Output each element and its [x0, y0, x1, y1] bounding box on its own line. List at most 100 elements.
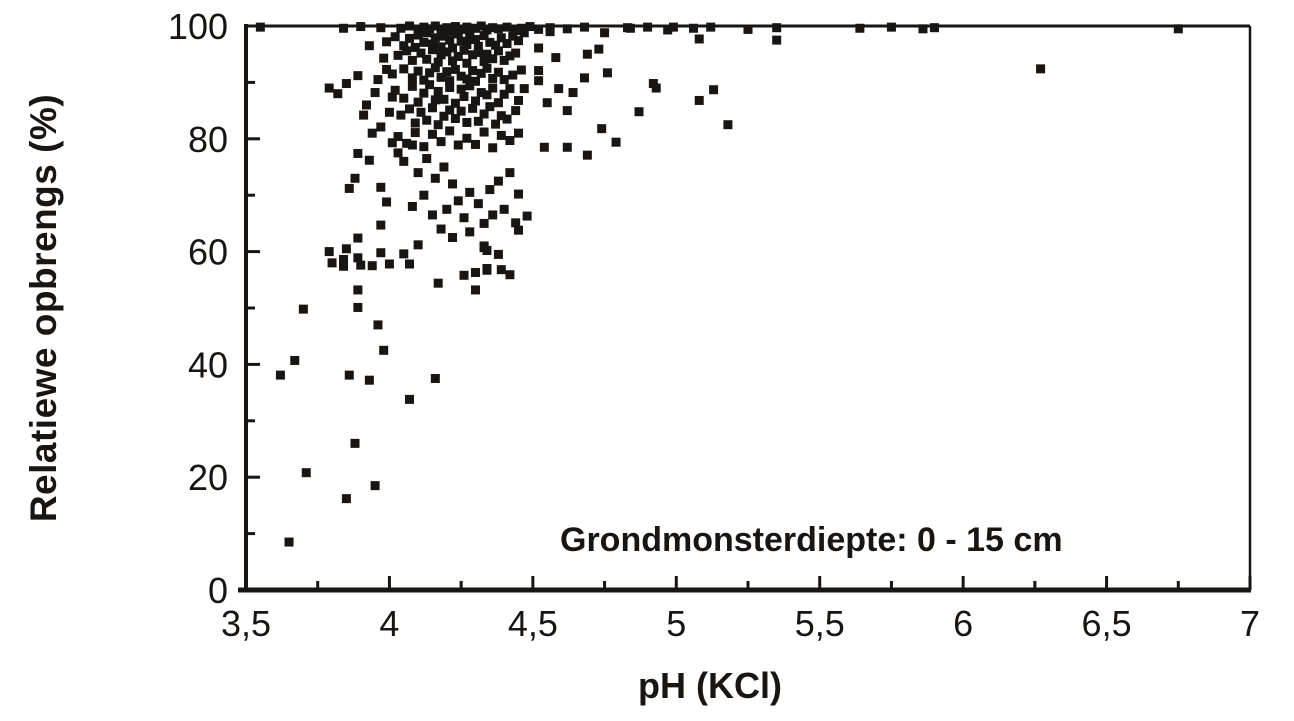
data-point	[407, 201, 417, 211]
data-point	[419, 37, 429, 47]
data-point	[407, 81, 417, 91]
data-point	[539, 142, 549, 152]
data-point	[534, 66, 544, 76]
data-point	[419, 142, 429, 152]
data-point	[465, 26, 475, 36]
data-point	[361, 100, 371, 110]
data-point	[448, 233, 458, 242]
data-point	[450, 98, 460, 108]
data-point	[436, 72, 446, 82]
data-point	[353, 233, 363, 243]
x-tick-label: 7	[1240, 603, 1260, 644]
x-tick-label: 4,5	[508, 603, 558, 644]
data-point	[301, 468, 311, 478]
y-tick-label: 0	[208, 570, 228, 611]
data-point	[416, 107, 426, 117]
data-point	[459, 92, 469, 101]
y-tick-label: 40	[188, 344, 228, 385]
data-point	[479, 127, 489, 137]
x-tick-label: 3,5	[221, 603, 271, 644]
data-point	[723, 120, 733, 130]
data-point	[709, 85, 719, 95]
data-point	[439, 111, 449, 121]
data-point	[663, 25, 673, 35]
data-point	[470, 96, 480, 106]
data-point	[405, 259, 415, 269]
data-point	[422, 28, 432, 38]
data-point	[353, 71, 363, 81]
data-point	[491, 40, 501, 50]
data-point	[514, 36, 524, 46]
data-point	[491, 119, 501, 129]
data-point	[470, 139, 480, 149]
data-point	[479, 109, 489, 119]
data-point	[493, 46, 503, 56]
data-point	[427, 210, 437, 220]
data-point	[364, 41, 374, 51]
data-point	[399, 93, 409, 103]
data-point	[448, 56, 458, 66]
data-point	[413, 97, 423, 107]
data-point	[505, 135, 515, 145]
data-point	[482, 25, 492, 35]
data-point	[419, 88, 429, 98]
data-point	[450, 64, 460, 74]
data-point	[413, 240, 423, 250]
data-point	[298, 304, 308, 314]
data-point	[462, 74, 472, 84]
data-point	[456, 106, 466, 116]
data-point	[410, 118, 420, 128]
data-point	[511, 26, 521, 36]
data-point	[499, 89, 509, 99]
data-point	[356, 260, 366, 270]
data-point	[496, 33, 506, 43]
data-point	[534, 76, 544, 86]
data-point	[855, 23, 865, 33]
data-point	[390, 85, 400, 95]
data-point	[462, 133, 472, 143]
data-point	[430, 374, 440, 383]
data-point	[430, 173, 440, 183]
data-point	[445, 82, 455, 92]
data-point	[439, 94, 449, 104]
data-point	[405, 33, 415, 43]
data-point	[482, 90, 492, 100]
data-point	[373, 320, 383, 330]
data-point	[359, 110, 369, 120]
data-point	[514, 225, 524, 235]
data-point	[341, 79, 351, 89]
data-point	[413, 168, 423, 178]
data-point	[436, 25, 446, 35]
data-point	[511, 48, 521, 58]
data-point	[405, 104, 415, 114]
data-point	[399, 64, 409, 74]
data-point	[597, 124, 607, 134]
data-point	[399, 41, 409, 51]
data-point	[602, 68, 612, 78]
data-point	[465, 227, 475, 237]
data-point	[387, 69, 397, 79]
data-point	[370, 481, 380, 491]
data-point	[456, 24, 466, 34]
data-point	[694, 34, 704, 44]
data-point	[445, 105, 455, 115]
data-point	[433, 86, 443, 96]
data-point	[384, 259, 394, 269]
data-point	[364, 155, 374, 165]
data-point	[568, 88, 578, 98]
data-point	[393, 132, 403, 142]
data-point	[502, 114, 512, 124]
data-point	[493, 249, 503, 259]
data-point	[488, 143, 498, 153]
data-point	[425, 80, 435, 90]
y-tick-label: 60	[188, 232, 228, 273]
data-point	[339, 254, 349, 264]
data-point	[499, 204, 509, 214]
data-point	[439, 31, 449, 41]
data-point	[505, 84, 515, 94]
data-point	[393, 148, 403, 158]
data-point	[462, 117, 472, 127]
data-point	[505, 168, 515, 178]
